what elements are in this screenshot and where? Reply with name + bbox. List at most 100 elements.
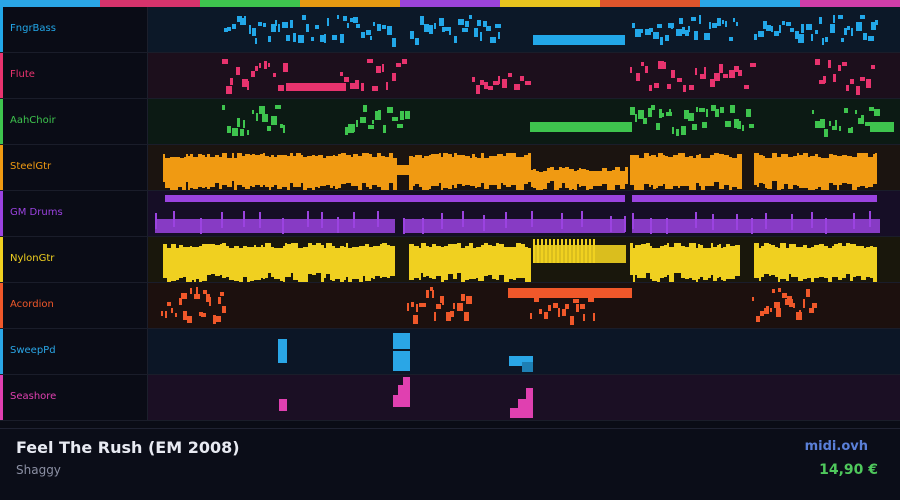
note-block — [699, 108, 705, 112]
note-block — [561, 213, 563, 229]
note-block — [842, 155, 847, 183]
note-block — [839, 156, 842, 185]
note-block — [282, 218, 284, 234]
note-block — [419, 248, 421, 280]
note-block — [414, 246, 419, 278]
note-block — [400, 111, 404, 120]
note-block — [279, 399, 287, 411]
track-row[interactable]: GM Drums — [0, 191, 900, 237]
note-block — [650, 218, 652, 234]
note-block — [734, 66, 739, 72]
note-block — [198, 154, 202, 187]
track-row[interactable]: Seashore — [0, 375, 900, 421]
note-block — [812, 303, 817, 308]
note-block — [544, 312, 548, 319]
note-block — [302, 15, 306, 20]
note-block — [181, 293, 187, 299]
note-block — [422, 218, 424, 234]
track-row[interactable]: AahChoir — [0, 99, 900, 145]
track-row[interactable]: SweepPd — [0, 329, 900, 375]
note-block — [645, 29, 651, 35]
note-block — [615, 167, 620, 185]
track-list: FngrBass Flute AahChoir SteelGtr GM Drums Nyl… — [0, 7, 900, 421]
track-row[interactable]: FngrBass — [0, 7, 900, 53]
note-block — [586, 170, 589, 190]
track-row[interactable]: SteelGtr — [0, 145, 900, 191]
note-block — [473, 248, 476, 279]
note-block — [823, 76, 826, 83]
note-block — [423, 303, 426, 307]
note-block — [814, 245, 819, 278]
note-block — [477, 158, 481, 187]
note-block — [415, 38, 419, 45]
note-block — [750, 63, 756, 67]
track-row[interactable]: Acordion — [0, 283, 900, 329]
note-block — [824, 246, 828, 278]
note-block — [255, 155, 260, 185]
note-block — [624, 216, 626, 232]
note-block — [462, 28, 468, 32]
note-block — [377, 211, 379, 227]
note-block — [361, 32, 365, 38]
note-block — [833, 74, 836, 82]
note-block — [227, 126, 231, 133]
note-block — [573, 299, 579, 303]
note-block — [632, 219, 880, 233]
note-block — [484, 243, 488, 276]
note-block — [548, 305, 551, 311]
note-block — [249, 25, 251, 34]
note-block — [202, 244, 207, 281]
note-block — [274, 248, 276, 279]
note-block — [677, 78, 682, 82]
note-block — [708, 248, 711, 278]
note-block — [649, 156, 651, 187]
note-block — [715, 109, 719, 117]
note-block — [252, 110, 254, 114]
track-row[interactable]: Flute — [0, 53, 900, 99]
note-block — [478, 247, 481, 281]
note-block — [426, 290, 429, 298]
note-block — [350, 18, 355, 22]
note-block — [825, 37, 828, 42]
note-block — [461, 294, 465, 301]
note-block — [475, 157, 477, 188]
note-block — [875, 153, 877, 184]
note-block — [290, 20, 293, 28]
note-block — [462, 211, 464, 227]
note-block — [312, 245, 316, 275]
note-block — [276, 248, 280, 279]
note-block — [696, 107, 698, 112]
note-block — [430, 287, 433, 291]
note-block — [719, 244, 721, 277]
note-block — [744, 85, 749, 89]
note-block — [842, 246, 846, 278]
note-block — [525, 81, 531, 85]
note-block — [190, 246, 192, 282]
note-block — [819, 17, 822, 24]
note-block — [424, 24, 429, 32]
note-block — [335, 156, 338, 189]
track-label-cell: GM Drums — [0, 191, 148, 236]
note-block — [283, 246, 285, 282]
note-block — [492, 246, 496, 279]
site-name[interactable]: midi.ovh — [804, 439, 868, 454]
track-label-cell: AahChoir — [0, 99, 148, 144]
note-block — [283, 63, 288, 72]
note-block — [481, 245, 484, 281]
note-block — [791, 303, 793, 307]
note-block — [424, 156, 429, 190]
note-block — [521, 244, 525, 278]
note-block — [730, 105, 735, 113]
note-block — [457, 243, 461, 273]
note-block — [588, 296, 594, 302]
note-block — [469, 243, 473, 279]
note-block — [387, 26, 392, 35]
note-block — [799, 155, 803, 188]
note-block — [763, 156, 765, 184]
track-row[interactable]: NylonGtr — [0, 237, 900, 283]
track-name: Seashore — [10, 391, 57, 402]
note-block — [465, 21, 469, 27]
note-block — [179, 298, 182, 305]
note-block — [729, 157, 732, 190]
note-block — [250, 155, 252, 186]
